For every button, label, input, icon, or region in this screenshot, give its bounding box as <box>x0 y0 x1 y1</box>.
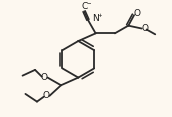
Text: O: O <box>133 9 141 18</box>
Text: N: N <box>92 14 99 23</box>
Text: O: O <box>42 91 49 100</box>
Text: $^{+}$: $^{+}$ <box>97 13 103 22</box>
Text: $^{-}$: $^{-}$ <box>86 0 92 9</box>
Text: O: O <box>141 24 148 33</box>
Text: C: C <box>82 2 88 11</box>
Text: O: O <box>40 73 47 82</box>
